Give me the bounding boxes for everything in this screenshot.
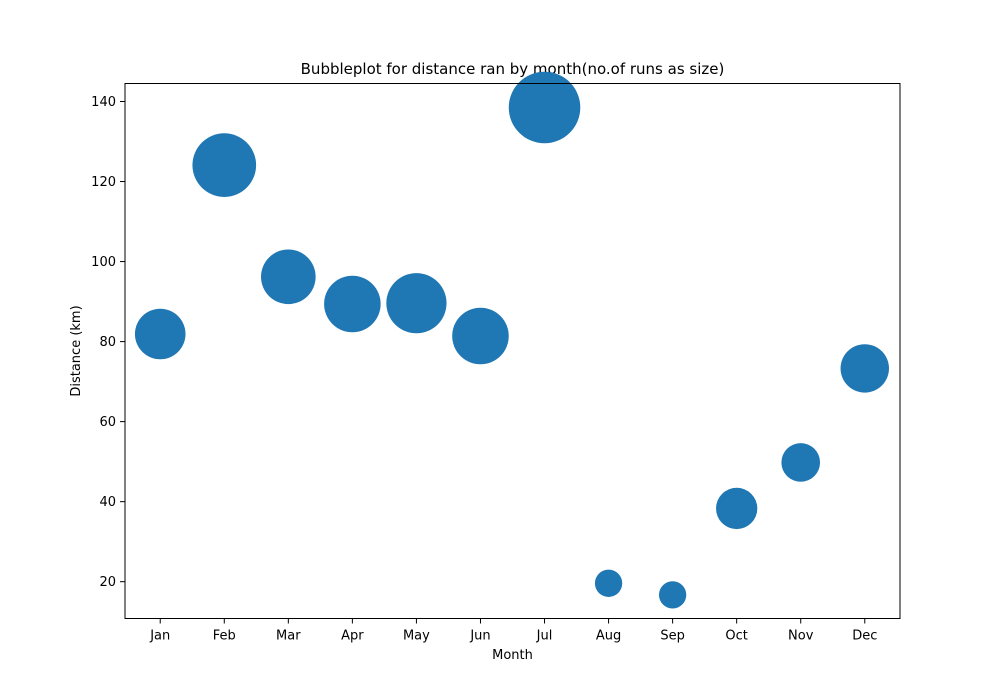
y-tick-label: 120 (91, 175, 116, 190)
bubble-jun (452, 307, 509, 365)
y-tick-label: 100 (91, 255, 116, 270)
x-tick-label: Jul (536, 629, 553, 644)
bubble-may (386, 273, 447, 334)
bubble-mar (261, 249, 316, 305)
x-tick-label: Sep (660, 629, 685, 644)
bubble-jul (508, 71, 581, 144)
x-tick-label: Aug (596, 629, 621, 644)
x-tick-label: May (403, 629, 430, 644)
bubble-jan (134, 308, 186, 360)
bubble-apr (324, 275, 381, 333)
bubble-series (134, 71, 889, 609)
x-tick-label: Nov (788, 629, 814, 644)
x-tick-label: Apr (341, 629, 364, 644)
x-tick-label: Jan (149, 629, 170, 644)
bubble-sep (658, 581, 687, 609)
x-axis-label: Month (492, 648, 533, 663)
y-axis-label: Distance (km) (69, 305, 84, 396)
y-tick-label: 40 (99, 495, 116, 510)
bubble-nov (781, 443, 821, 482)
y-axis: 20 40 60 80 100 120 140 (91, 95, 125, 590)
y-tick-label: 80 (99, 335, 116, 350)
y-tick-label: 140 (91, 95, 116, 110)
x-tick-label: Jun (469, 629, 490, 644)
chart-title: Bubbleplot for distance ran by month(no.… (301, 60, 725, 78)
plot-area-frame (124, 83, 901, 619)
bubble-dec (840, 344, 889, 393)
y-tick-label: 20 (99, 575, 116, 590)
bubble-aug (594, 569, 623, 597)
x-axis: Jan Feb Mar Apr May Jun Jul Aug Sep Oct Nov Dec (149, 618, 877, 644)
x-tick-label: Dec (852, 629, 877, 644)
x-tick-label: Mar (276, 629, 301, 644)
x-tick-label: Oct (725, 629, 747, 644)
x-tick-label: Feb (213, 629, 236, 644)
bubble-feb (192, 133, 257, 197)
y-tick-label: 60 (99, 415, 116, 430)
bubble-oct (716, 487, 758, 530)
